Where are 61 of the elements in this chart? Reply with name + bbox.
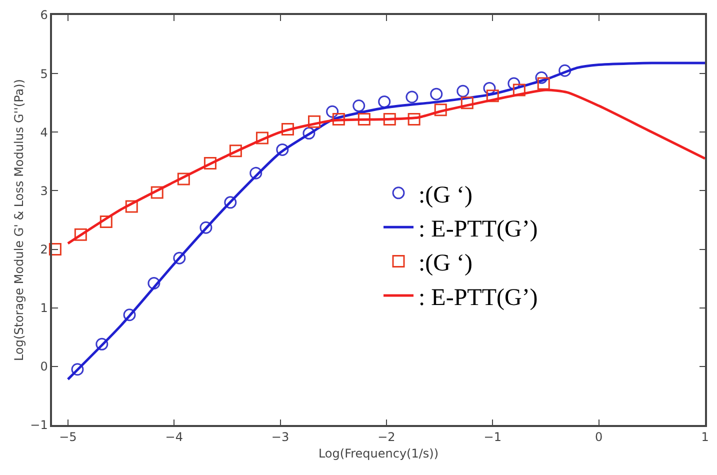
point bbox=[332, 113, 345, 126]
y-tick-label: 2 bbox=[40, 242, 48, 256]
point bbox=[125, 200, 138, 213]
x-tick-label: −4 bbox=[165, 430, 183, 444]
x-axis-title: Log(Frequency(1/s)) bbox=[318, 446, 439, 461]
x-tick-label: −3 bbox=[271, 430, 290, 444]
point bbox=[224, 196, 237, 209]
legend-label: :(G ‘) bbox=[418, 250, 472, 277]
y-tick-label: 4 bbox=[40, 125, 48, 140]
y-tick-label: −1 bbox=[30, 418, 48, 432]
y-tick-label: 0 bbox=[40, 360, 48, 374]
point bbox=[177, 172, 190, 186]
point bbox=[148, 277, 160, 290]
point bbox=[302, 127, 316, 140]
point bbox=[229, 144, 242, 158]
y-tick-label: 3 bbox=[40, 184, 48, 198]
point bbox=[100, 216, 112, 228]
point bbox=[326, 105, 339, 118]
point bbox=[512, 84, 526, 96]
point bbox=[430, 88, 443, 100]
point bbox=[96, 338, 108, 350]
point bbox=[200, 221, 212, 234]
point bbox=[123, 308, 136, 322]
point bbox=[378, 95, 391, 108]
legend-label: : E-PTT(G’) bbox=[418, 216, 538, 242]
y-axis-title: Log(Storage Module G' & Loss Modulus G''(Pa)) bbox=[12, 79, 26, 361]
point bbox=[173, 252, 186, 264]
point bbox=[256, 132, 268, 144]
point bbox=[308, 115, 321, 128]
point bbox=[535, 71, 548, 84]
point bbox=[383, 113, 396, 126]
point bbox=[486, 90, 499, 102]
point bbox=[434, 104, 447, 116]
x-tick-label: 1 bbox=[701, 430, 709, 444]
point bbox=[456, 84, 470, 98]
point bbox=[276, 143, 289, 156]
point bbox=[358, 113, 370, 126]
point bbox=[460, 96, 474, 110]
point bbox=[250, 166, 262, 180]
x-tick-label: −2 bbox=[378, 430, 396, 444]
y-tick-label: 1 bbox=[40, 301, 48, 316]
point bbox=[483, 82, 496, 94]
legend-label: :(G ‘) bbox=[418, 182, 472, 208]
point bbox=[408, 113, 420, 126]
legend-label: : E-PTT(G’) bbox=[418, 284, 538, 311]
line-series bbox=[66, 62, 705, 381]
point bbox=[558, 64, 572, 77]
point bbox=[48, 243, 62, 256]
point bbox=[74, 228, 87, 241]
point bbox=[406, 90, 418, 104]
x-tick-label: 0 bbox=[595, 430, 603, 444]
point bbox=[537, 77, 550, 90]
y-tick-label: 5 bbox=[40, 66, 48, 81]
point bbox=[281, 122, 294, 136]
point bbox=[352, 100, 366, 112]
point bbox=[150, 186, 164, 199]
point bbox=[71, 363, 84, 376]
x-tick-label: −5 bbox=[59, 430, 77, 444]
y-tick-label: 6 bbox=[40, 8, 48, 22]
point bbox=[204, 156, 216, 170]
x-tick-label: −1 bbox=[484, 430, 502, 444]
